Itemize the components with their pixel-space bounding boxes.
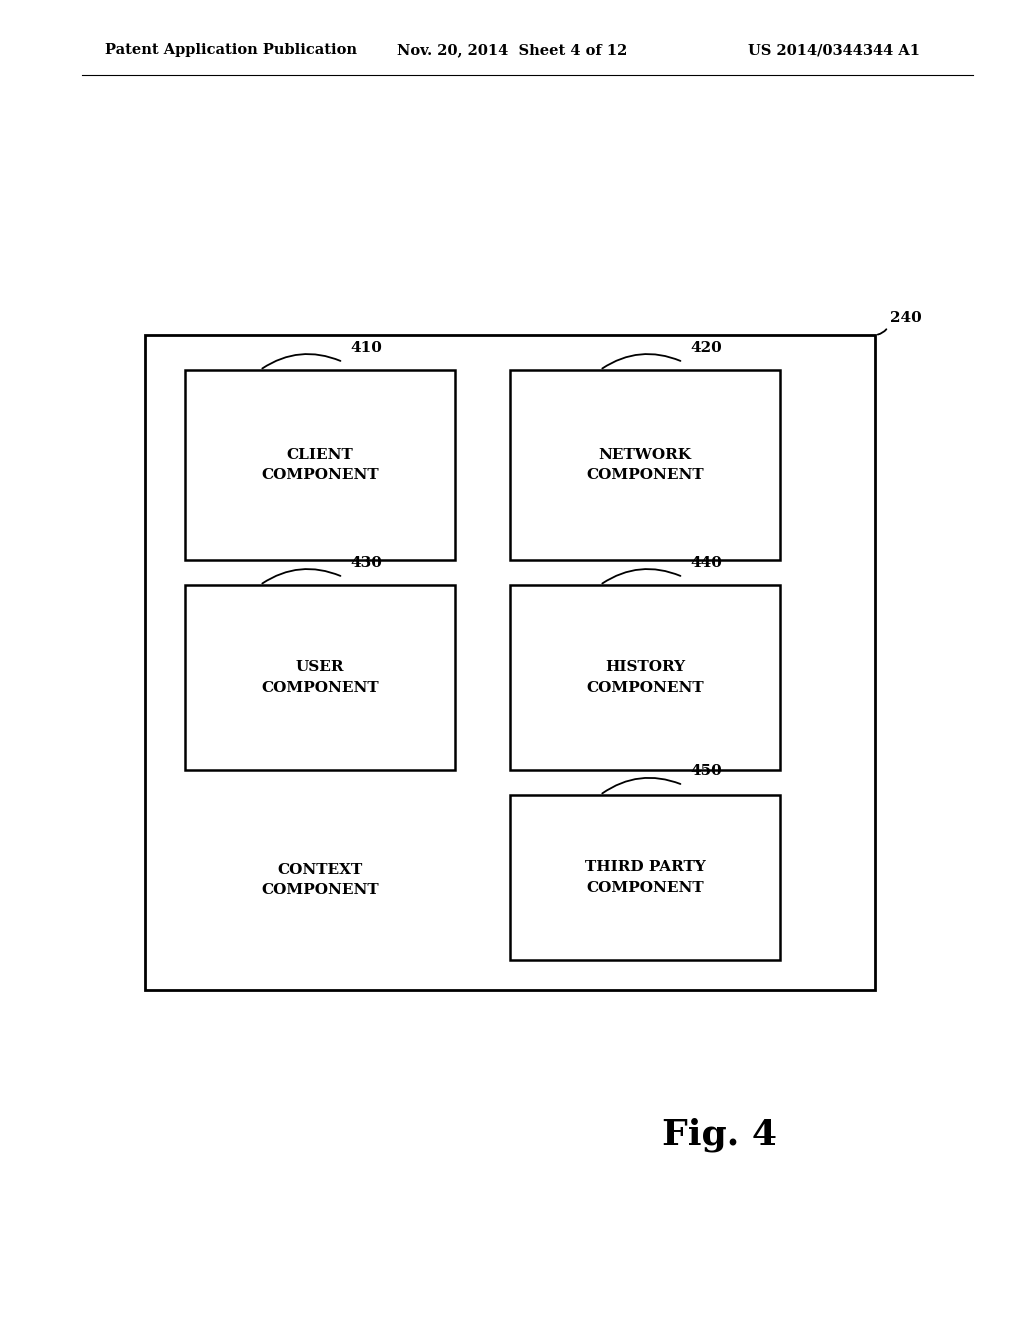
Text: 410: 410 [350,341,382,355]
Text: 420: 420 [690,341,722,355]
Bar [145,335,874,990]
Text: HISTORY
COMPONENT: HISTORY COMPONENT [586,660,703,694]
Text: CONTEXT
COMPONENT: CONTEXT COMPONENT [261,863,379,898]
Text: Patent Application Publication: Patent Application Publication [105,44,357,57]
Bar [510,370,780,560]
Text: CLIENT
COMPONENT: CLIENT COMPONENT [261,447,379,482]
Text: Nov. 20, 2014  Sheet 4 of 12: Nov. 20, 2014 Sheet 4 of 12 [397,44,627,57]
Text: Fig. 4: Fig. 4 [663,1118,777,1152]
Text: 440: 440 [690,556,722,570]
Text: THIRD PARTY
COMPONENT: THIRD PARTY COMPONENT [585,861,706,895]
Bar [185,585,455,770]
Text: 450: 450 [690,764,722,777]
Bar [185,370,455,560]
Text: 430: 430 [350,556,382,570]
Text: NETWORK
COMPONENT: NETWORK COMPONENT [586,447,703,482]
Bar [510,795,780,960]
Text: USER
COMPONENT: USER COMPONENT [261,660,379,694]
Text: US 2014/0344344 A1: US 2014/0344344 A1 [748,44,920,57]
Bar [510,585,780,770]
Text: 240: 240 [890,312,922,325]
